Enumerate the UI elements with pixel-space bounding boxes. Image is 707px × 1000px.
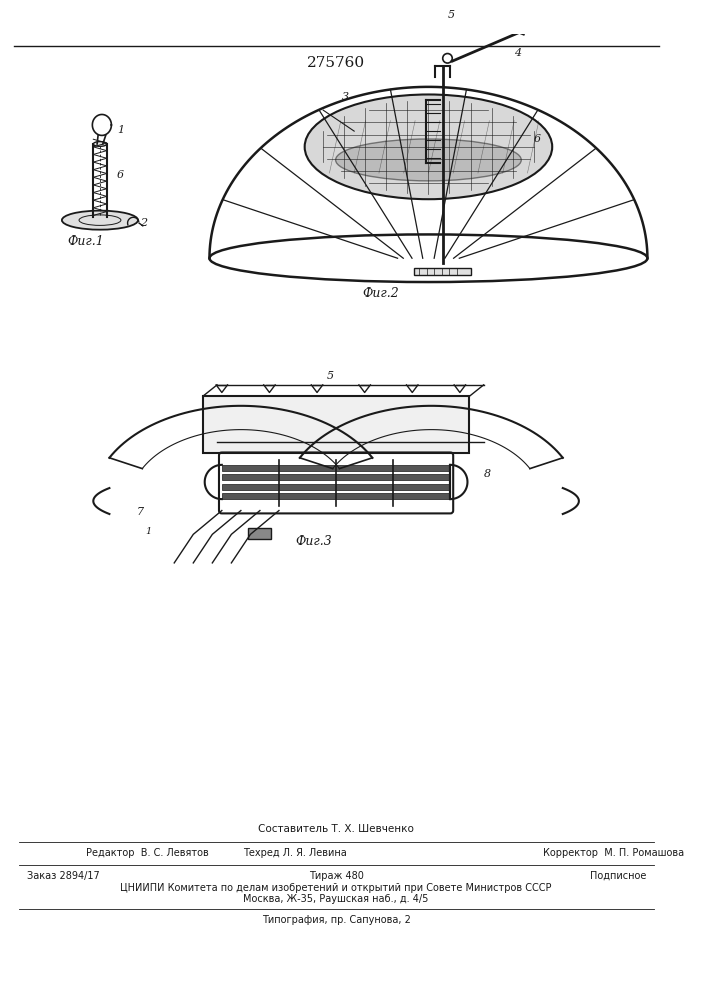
- Bar: [222, 484, 450, 490]
- Text: 6: 6: [117, 170, 124, 180]
- Text: Москва, Ж-35, Раушская наб., д. 4/5: Москва, Ж-35, Раушская наб., д. 4/5: [243, 894, 428, 904]
- Text: 4: 4: [514, 48, 521, 58]
- Text: Техред Л. Я. Левина: Техред Л. Я. Левина: [243, 848, 347, 858]
- Text: Фиг.1: Фиг.1: [67, 235, 104, 248]
- Bar: [222, 493, 450, 499]
- Bar: [248, 528, 271, 539]
- Text: Типография, пр. Сапунова, 2: Типография, пр. Сапунова, 2: [262, 915, 411, 925]
- Text: 2: 2: [140, 218, 147, 228]
- Text: Фиг.3: Фиг.3: [296, 535, 332, 548]
- Text: 275760: 275760: [307, 56, 365, 70]
- Bar: [222, 465, 450, 471]
- Text: Корректор  М. П. Ромашова: Корректор М. П. Ромашова: [543, 848, 684, 858]
- Ellipse shape: [336, 139, 521, 181]
- Text: Подписное: Подписное: [590, 871, 646, 881]
- Text: Редактор  В. С. Левятов: Редактор В. С. Левятов: [86, 848, 209, 858]
- Ellipse shape: [62, 211, 138, 230]
- Text: 8: 8: [484, 469, 491, 479]
- Text: 1: 1: [117, 125, 124, 135]
- Text: Заказ 2894/17: Заказ 2894/17: [27, 871, 100, 881]
- Ellipse shape: [305, 94, 552, 199]
- Text: 5: 5: [327, 371, 334, 381]
- Text: 5: 5: [448, 10, 455, 20]
- Bar: [414, 268, 472, 275]
- Bar: [203, 396, 469, 453]
- Text: Тираж 480: Тираж 480: [309, 871, 363, 881]
- Text: Составитель Т. Х. Шевченко: Составитель Т. Х. Шевченко: [258, 824, 414, 834]
- Text: ЦНИИПИ Комитета по делам изобретений и открытий при Совете Министров СССР: ЦНИИПИ Комитета по делам изобретений и о…: [120, 883, 552, 893]
- Ellipse shape: [93, 142, 107, 146]
- Text: Фиг.2: Фиг.2: [363, 287, 399, 300]
- Text: 6: 6: [534, 134, 541, 144]
- Text: 3: 3: [341, 92, 349, 102]
- Bar: [222, 474, 450, 480]
- Text: 1: 1: [146, 527, 152, 536]
- Text: 7: 7: [136, 507, 144, 517]
